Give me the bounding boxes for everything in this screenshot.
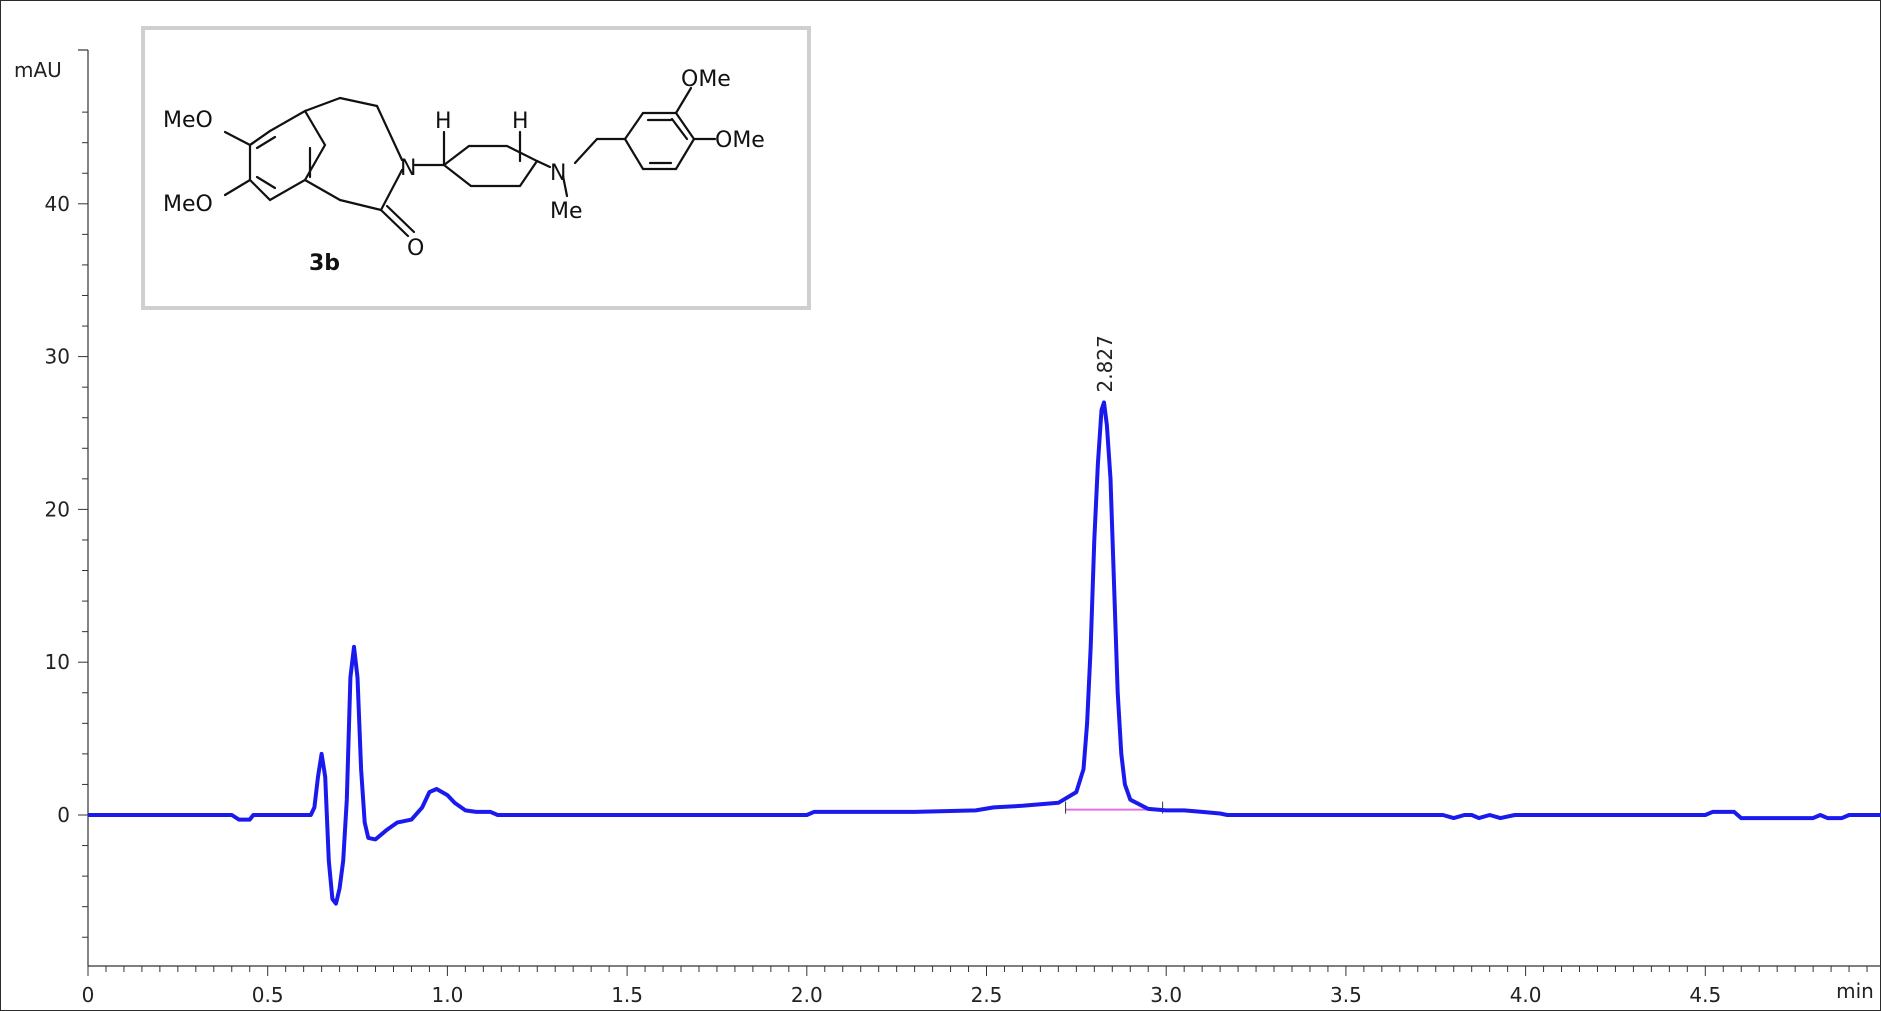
y-tick-label: 20 — [45, 497, 70, 521]
molecule-structure: MeO MeO N O H H N Me OMe OMe 3b — [163, 67, 765, 276]
data-marks: 2.827 — [88, 335, 1881, 906]
y-axis-label: mAU — [14, 58, 62, 82]
peak-retention-label: 2.827 — [1093, 335, 1117, 392]
y-tick-label: 10 — [45, 650, 70, 674]
x-tick-label: 4.0 — [1510, 983, 1542, 1007]
atom-ome-right: OMe — [715, 128, 765, 153]
structure-inset: MeO MeO N O H H N Me OMe OMe 3b — [141, 26, 811, 310]
atom-o-carbonyl: O — [407, 236, 424, 261]
x-tick-label: 1.0 — [431, 983, 463, 1007]
x-tick-label: 1.5 — [611, 983, 643, 1007]
compound-label: 3b — [309, 251, 340, 276]
x-axis-label: min — [1836, 979, 1874, 1003]
atom-ome-top: OMe — [681, 67, 731, 92]
x-tick-label: 3.5 — [1330, 983, 1362, 1007]
atom-n-lactam: N — [400, 156, 416, 181]
atom-meo-top: MeO — [163, 108, 213, 133]
y-tick-label: 0 — [57, 803, 70, 827]
y-tick-label: 30 — [45, 345, 70, 369]
x-tick-label: 3.0 — [1150, 983, 1182, 1007]
atom-h-right: H — [512, 109, 529, 134]
x-tick-label: 0.5 — [252, 983, 284, 1007]
axes: 0 10 20 30 40 0 0.5 1.0 1.5 2.0 2.5 3.0 3.5 4.0 4.5 min — [45, 49, 1881, 1007]
atom-meo-bottom: MeO — [163, 192, 213, 217]
atom-h-left: H — [435, 109, 452, 134]
x-tick-label: 2.5 — [971, 983, 1003, 1007]
atom-me-amine: Me — [550, 199, 583, 224]
x-tick-label: 4.5 — [1689, 983, 1721, 1007]
y-tick-label: 40 — [45, 192, 70, 216]
chromatogram-trace — [88, 400, 1881, 906]
x-tick-label: 2.0 — [791, 983, 823, 1007]
atom-n-amine: N — [550, 161, 566, 186]
x-tick-label: 0 — [82, 983, 95, 1007]
